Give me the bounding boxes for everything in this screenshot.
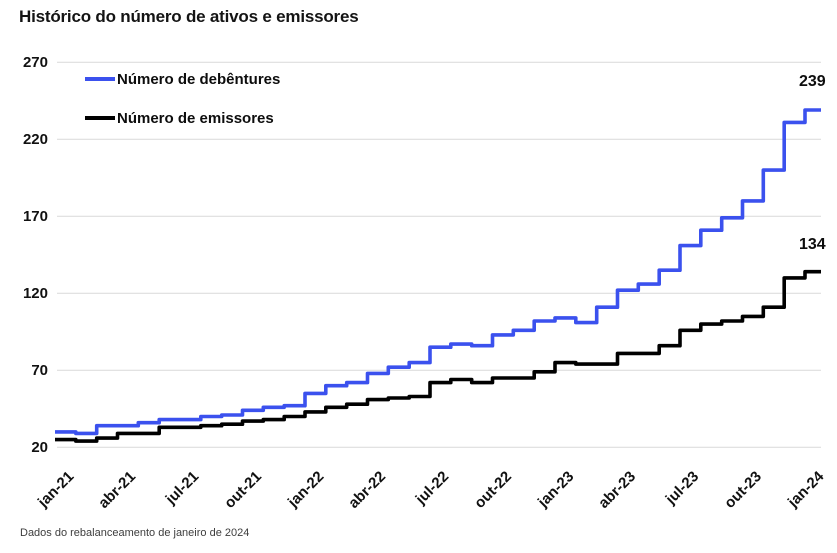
y-tick-label: 220 xyxy=(22,130,48,148)
y-tick-label: 120 xyxy=(22,284,48,302)
debentures-end-value-label: 239 xyxy=(799,73,826,90)
debentures-line-swatch xyxy=(85,77,115,81)
y-tick-label: 170 xyxy=(22,207,48,225)
series-paths xyxy=(55,108,821,443)
y-tick-label: 270 xyxy=(22,53,48,71)
legend-item-emissores: Número de emissores xyxy=(85,107,274,129)
emissores-line-swatch xyxy=(85,116,115,120)
y-tick-label: 20 xyxy=(31,438,48,456)
legend-label-emissores: Número de emissores xyxy=(117,109,274,127)
legend-item-debentures: Número de debêntures xyxy=(85,68,280,90)
legend-label-debentures: Número de debêntures xyxy=(117,70,281,88)
emissores-end-value-label: 134 xyxy=(799,236,826,253)
gridlines xyxy=(57,61,821,448)
series-line-emissores xyxy=(55,269,821,443)
series-line-debentures xyxy=(55,108,821,436)
source-note: Dados do rebalanceamento de janeiro de 2… xyxy=(20,527,250,539)
chart-title: Histórico do número de ativos e emissore… xyxy=(19,7,359,26)
y-tick-label: 70 xyxy=(31,361,48,379)
